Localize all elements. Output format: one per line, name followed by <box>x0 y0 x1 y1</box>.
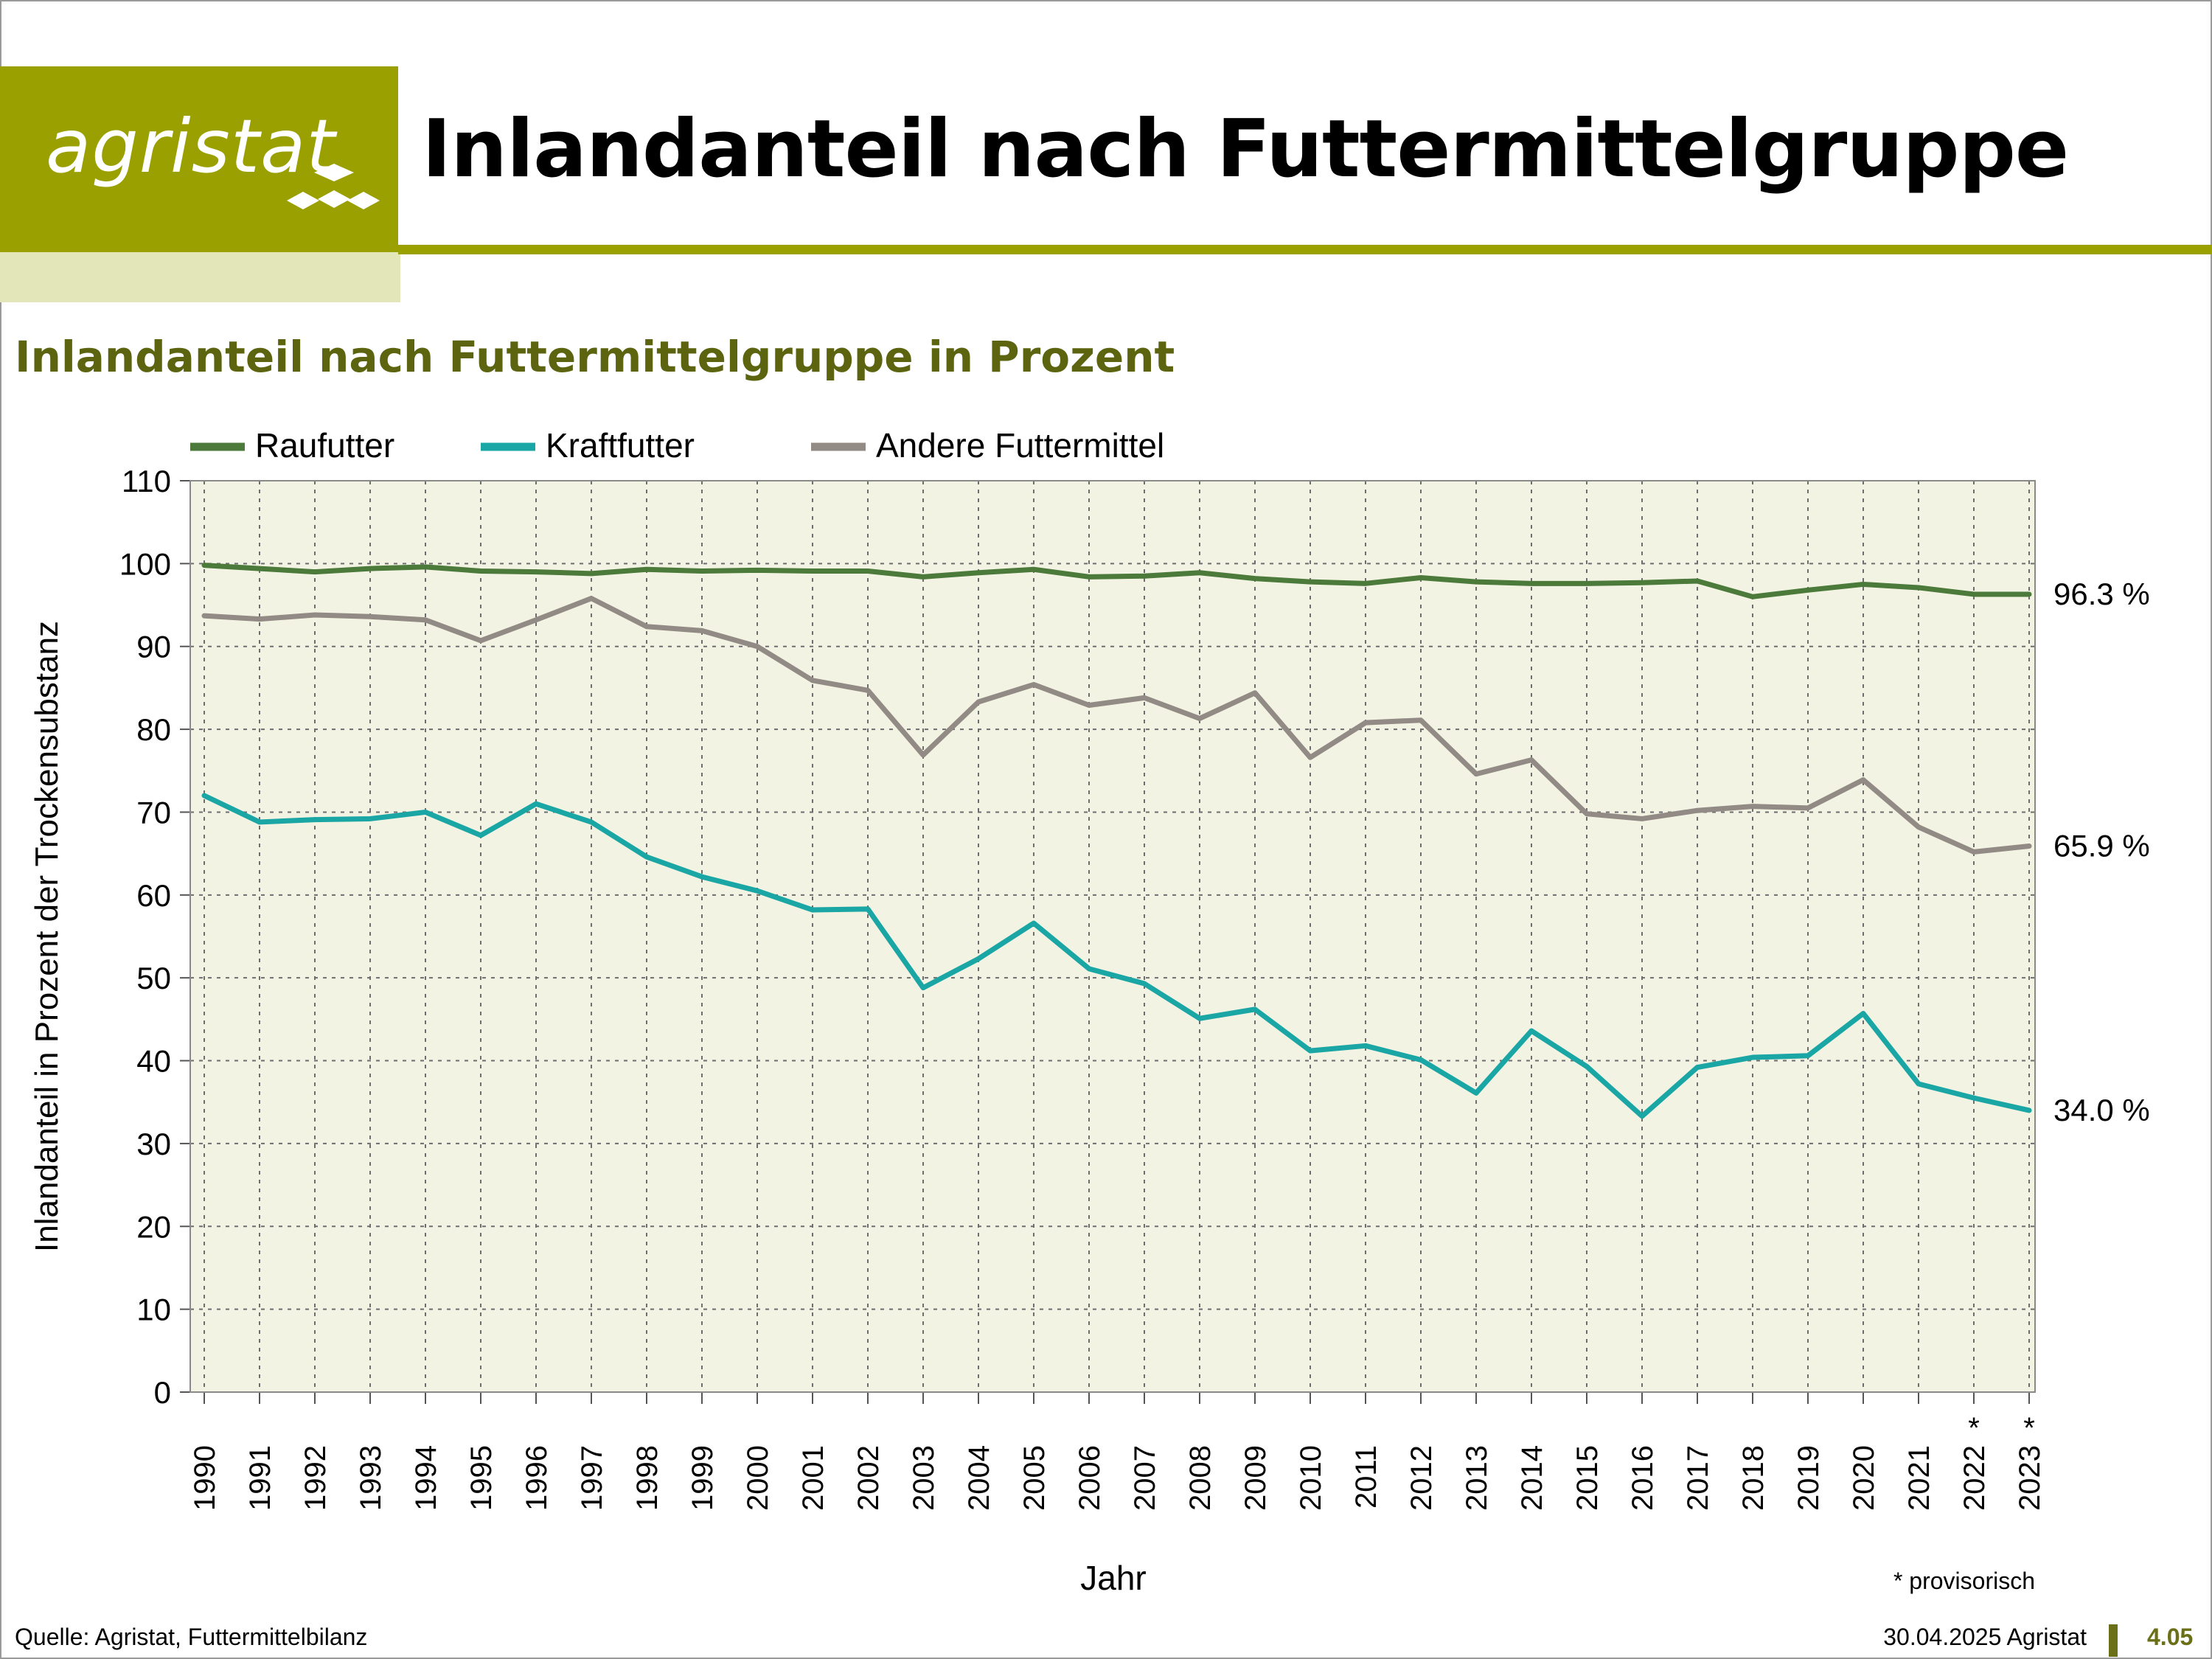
y-tick-label: 30 <box>136 1127 171 1161</box>
x-tick-label: 1999 <box>686 1445 719 1511</box>
x-tick-label: 2016 <box>1627 1445 1659 1511</box>
x-tick-label: 1998 <box>631 1445 664 1511</box>
x-tick-label: 1996 <box>521 1445 553 1511</box>
y-tick-label: 60 <box>136 878 171 913</box>
x-tick-label: 2010 <box>1295 1445 1327 1511</box>
y-tick-label: 90 <box>136 630 171 664</box>
line-chart: 0 10 20 30 40 50 60 70 80 90 100 110 1990 1991 1992 199… <box>29 426 2150 1597</box>
title-rule <box>398 245 2212 254</box>
x-tick-label: 2000 <box>742 1445 774 1511</box>
plot-area <box>190 481 2035 1392</box>
x-tick-label: 1995 <box>465 1445 498 1511</box>
y-tick-label: 100 <box>119 546 171 581</box>
legend-label: Andere Futtermittel <box>876 426 1164 465</box>
x-tick-label: 2002 <box>852 1445 885 1511</box>
chart-title: Inlandanteil nach Futtermittelgruppe in … <box>15 332 1175 382</box>
x-tick-label: 1990 <box>189 1445 221 1511</box>
x-tick-label: 2014 <box>1516 1445 1548 1511</box>
x-tick-label: 1993 <box>355 1445 387 1511</box>
x-tick-label: 1991 <box>244 1445 276 1511</box>
page-number: 4.05 <box>2147 1624 2194 1650</box>
y-tick-label: 110 <box>122 464 171 498</box>
series-line-kraftfutter <box>201 793 2032 1119</box>
legend-label: Kraftfutter <box>546 426 695 465</box>
x-tick-label: 2011 <box>1350 1445 1382 1509</box>
x-tick-label: 2017 <box>1682 1445 1714 1511</box>
x-tick-label: 2023 <box>2014 1445 2046 1511</box>
y-axis-title: Inlandanteil in Prozent der Trockensubst… <box>29 621 65 1252</box>
legend-label: Raufutter <box>255 426 394 465</box>
y-tick-label: 80 <box>136 712 171 747</box>
x-tick-label: 2001 <box>797 1445 830 1511</box>
x-tick-label: 2013 <box>1461 1445 1493 1511</box>
x-tick-label: 2015 <box>1571 1445 1604 1511</box>
x-tick-label: 2018 <box>1737 1445 1770 1511</box>
x-tick-label: 2020 <box>1848 1445 1880 1511</box>
logo-diamonds-icon <box>287 164 380 209</box>
end-label-kraftfutter: 34.0 % <box>2053 1093 2150 1127</box>
provisional-marker: * <box>2023 1412 2035 1444</box>
y-tick-label: 20 <box>136 1209 171 1244</box>
y-tick-label: 70 <box>136 795 171 830</box>
x-tick-label: 2008 <box>1184 1445 1217 1511</box>
series-line-raufutter <box>201 563 2032 599</box>
page-title: Inlandanteil nach Futtermittelgruppe <box>422 103 2069 195</box>
y-tick-label: 40 <box>136 1044 171 1079</box>
x-tick-label: 1994 <box>410 1445 442 1511</box>
x-tick-label: 2019 <box>1792 1445 1825 1511</box>
x-tick-label: 2003 <box>908 1445 940 1511</box>
provisional-note: * provisorisch <box>1893 1568 2035 1594</box>
x-tick-label: 2021 <box>1903 1445 1935 1511</box>
end-label-raufutter: 96.3 % <box>2053 577 2150 611</box>
plot-border <box>189 480 2036 1393</box>
footer-divider <box>2109 1624 2118 1657</box>
y-tick-label: 10 <box>136 1293 171 1327</box>
x-tick-label: 2022 <box>1958 1445 1991 1511</box>
x-tick-label: 1997 <box>576 1445 608 1511</box>
x-tick-label: 2012 <box>1405 1445 1438 1511</box>
x-tick-label: 2004 <box>963 1445 995 1511</box>
y-tick-label: 50 <box>136 961 171 995</box>
x-tick-label: 2005 <box>1018 1445 1051 1511</box>
x-tick-label: 1992 <box>299 1445 332 1511</box>
y-tick-label: 0 <box>154 1375 171 1410</box>
series-line-andere-futtermittel <box>201 596 2032 855</box>
x-tick-label: 2009 <box>1239 1445 1272 1511</box>
x-tick-label: 2006 <box>1074 1445 1106 1511</box>
logo-text: agristat <box>46 103 336 189</box>
provisional-marker: * <box>1968 1412 1980 1444</box>
agristat-logo <box>0 66 398 252</box>
logo-shadow <box>0 252 400 302</box>
end-label-andere-futtermittel: 65.9 % <box>2053 829 2150 863</box>
x-axis-title: Jahr <box>1080 1559 1146 1597</box>
source-note: Quelle: Agristat, Futtermittelbilanz <box>15 1624 368 1650</box>
x-tick-label: 2007 <box>1129 1445 1161 1511</box>
footer-date: 30.04.2025 Agristat <box>1883 1624 2087 1650</box>
